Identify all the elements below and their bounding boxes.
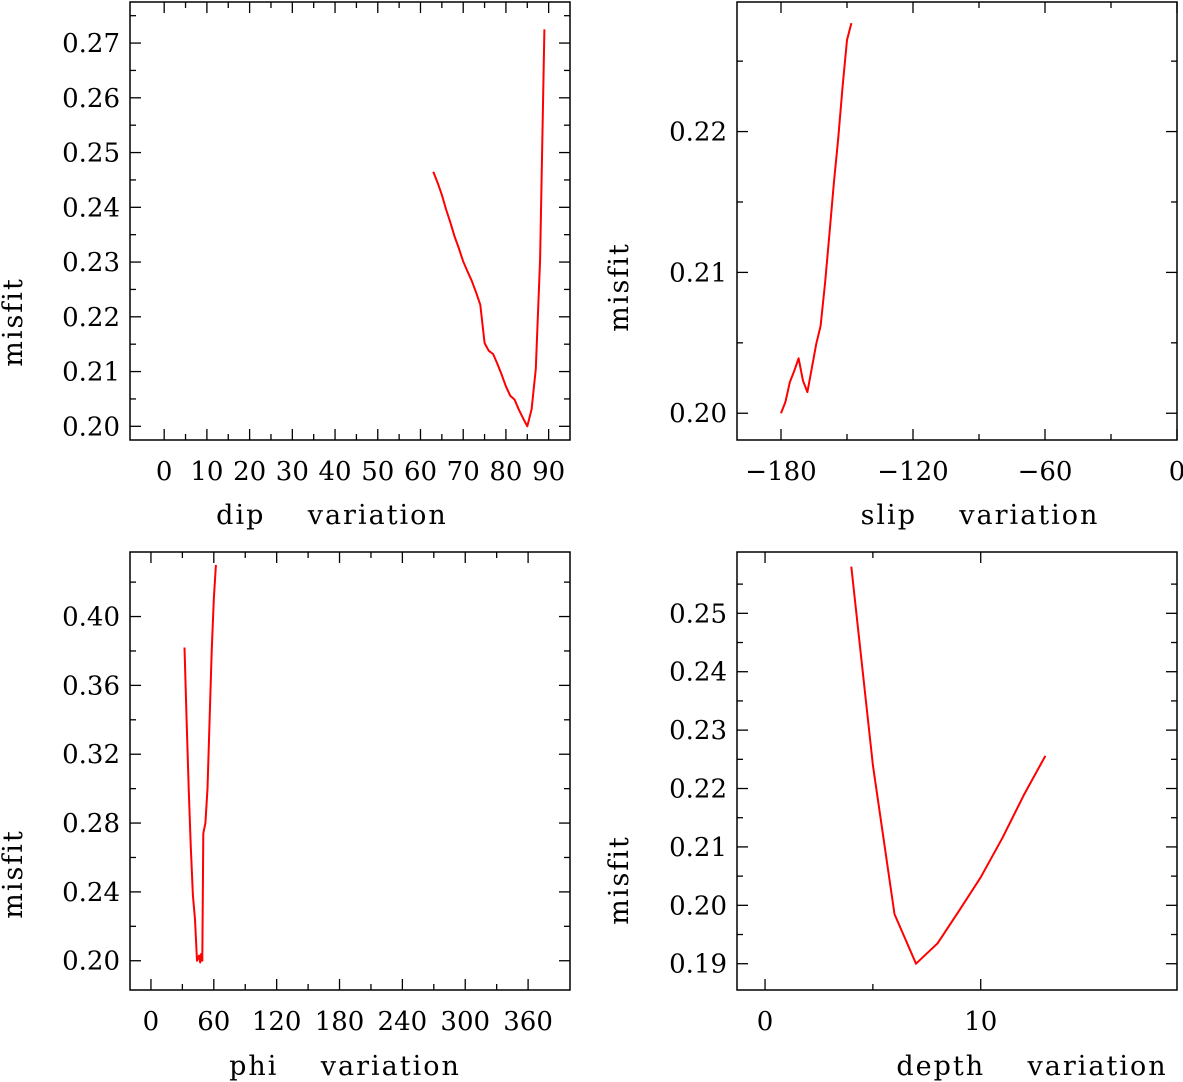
y-tick-label: 0.19 <box>669 950 727 980</box>
x-tick-labels: −180 −120 −60 0 <box>745 457 1183 487</box>
x-tick-labels: 0 10 <box>757 1007 998 1037</box>
y-tick-label: 0.23 <box>669 716 727 746</box>
y-tick-label: 0.22 <box>669 775 727 805</box>
y-tick-label: 0.27 <box>62 29 120 59</box>
y-tick-label: 0.24 <box>669 658 727 688</box>
x-tick-label: 20 <box>233 457 266 487</box>
y-tick-label: 0.20 <box>62 947 120 977</box>
plot-frame <box>129 551 571 991</box>
plot-frame <box>736 1 1178 441</box>
y-tick-label: 0.40 <box>62 603 120 633</box>
y-tick-label: 0.25 <box>62 139 120 169</box>
y-tick-label: 0.20 <box>62 412 120 442</box>
x-tick-label: 300 <box>440 1007 490 1037</box>
x-tick-label: 0 <box>143 1007 160 1037</box>
x-tick-label: 80 <box>489 457 522 487</box>
panel-dip: 0 10 20 30 40 50 60 70 80 90 0.20 0.21 0.22 0.23 0.24… <box>0 1 571 531</box>
tick-marks <box>737 2 1178 440</box>
series-line-misfit <box>183 564 217 964</box>
y-tick-label: 0.22 <box>669 118 727 148</box>
tick-marks <box>130 2 570 440</box>
y-tick-label: 0.20 <box>669 891 727 921</box>
x-tick-label: 10 <box>190 457 223 487</box>
y-tick-label: 0.20 <box>669 399 727 429</box>
series-layer <box>183 564 217 964</box>
x-tick-label: 0 <box>757 1007 774 1037</box>
series-line-misfit <box>850 566 1047 965</box>
y-tick-label: 0.32 <box>62 740 120 770</box>
x-tick-label: 30 <box>276 457 309 487</box>
y-axis-label: misfit <box>604 835 635 925</box>
plot-frame <box>129 1 571 441</box>
x-tick-label: 60 <box>404 457 437 487</box>
x-tick-label: 70 <box>447 457 480 487</box>
x-tick-label: −180 <box>745 457 816 487</box>
y-tick-label: 0.25 <box>669 599 727 629</box>
y-tick-label: 0.21 <box>669 258 727 288</box>
series-line-misfit <box>432 29 546 428</box>
x-axis-label: dip variation <box>216 500 448 531</box>
series-layer <box>432 29 546 428</box>
y-tick-label: 0.21 <box>669 833 727 863</box>
y-tick-label: 0.28 <box>62 809 120 839</box>
y-tick-labels: 0.20 0.24 0.28 0.32 0.36 0.40 <box>62 603 120 977</box>
x-axis-label: phi variation <box>229 1051 461 1082</box>
x-tick-label: 50 <box>361 457 394 487</box>
x-tick-label: 90 <box>532 457 565 487</box>
panel-phi: 0 60 120 180 240 300 360 0.200.240.280.320.360… <box>0 551 571 1082</box>
x-tick-label: 360 <box>503 1007 553 1037</box>
y-tick-labels: 0.20 0.21 0.22 0.23 0.24 0.25 0.26 0.27 <box>62 29 120 442</box>
y-tick-label: 0.26 <box>62 84 120 114</box>
panel-depth: 0 10 0.19 0.20 0.21 0.22 0.23 0.24 0.25 depth v… <box>604 551 1178 1082</box>
y-tick-label: 0.24 <box>62 193 120 223</box>
x-tick-labels: 0 10 20 30 40 50 60 70 80 90 <box>156 457 565 487</box>
x-tick-labels: 0 60 120 180 240 300 360 <box>143 1007 553 1037</box>
x-tick-label: 40 <box>319 457 352 487</box>
x-axis-label: depth variation <box>896 1051 1167 1082</box>
y-tick-label: 0.23 <box>62 248 120 278</box>
plot-frame <box>736 551 1178 991</box>
y-tick-label: 0.21 <box>62 358 120 388</box>
y-tick-labels: 0.20 0.21 0.22 <box>669 118 727 430</box>
x-tick-label: −120 <box>877 457 948 487</box>
y-tick-labels: 0.19 0.20 0.21 0.22 0.23 0.24 0.25 <box>669 599 727 979</box>
x-tick-label: 10 <box>964 1007 997 1037</box>
x-tick-label: 120 <box>252 1007 302 1037</box>
tick-marks <box>737 552 1177 990</box>
x-tick-label: −60 <box>1018 457 1073 487</box>
y-tick-label: 0.22 <box>62 303 120 333</box>
y-tick-label: 0.24 <box>62 878 120 908</box>
y-tick-label: 0.36 <box>62 671 120 701</box>
series-line-misfit <box>780 22 853 414</box>
x-tick-label: 180 <box>315 1007 365 1037</box>
tick-marks <box>130 552 570 990</box>
x-axis-label: slip variation <box>861 500 1100 531</box>
y-axis-label: misfit <box>0 829 29 919</box>
x-tick-label: 240 <box>378 1007 428 1037</box>
y-axis-label: misfit <box>0 277 29 367</box>
x-tick-label: 0 <box>156 457 173 487</box>
panel-slip: −180 −120 −60 0 0.20 0.21 0.22 slip variation… <box>604 1 1183 531</box>
y-axis-label: misfit <box>604 242 635 332</box>
series-layer <box>780 22 853 414</box>
x-tick-label: 0 <box>1169 457 1183 487</box>
x-tick-label: 60 <box>197 1007 230 1037</box>
series-layer <box>850 566 1047 965</box>
